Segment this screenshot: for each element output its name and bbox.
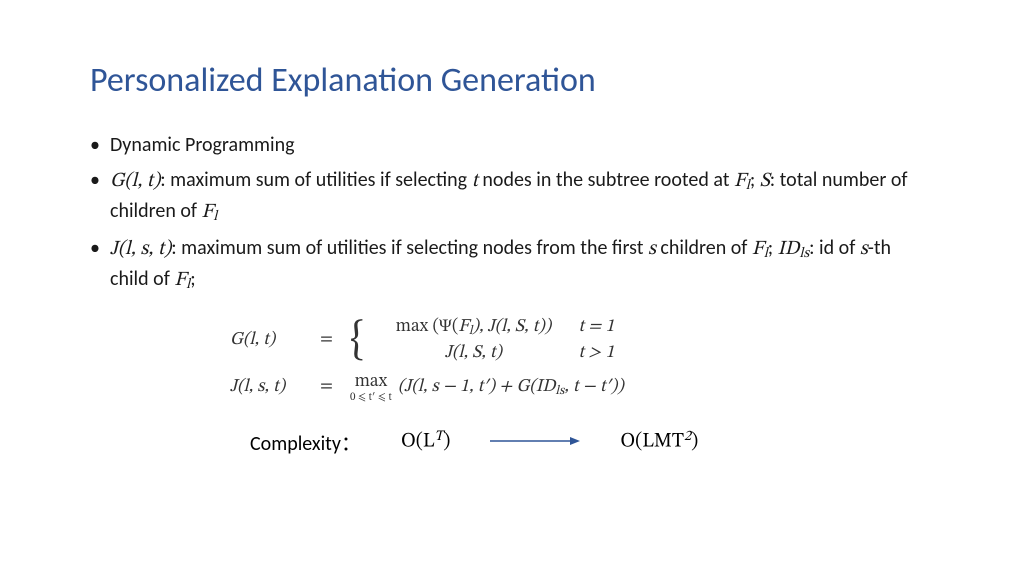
- max-top: max: [355, 373, 388, 391]
- slide-title: Personalized Explanation Generation: [90, 60, 934, 101]
- comp-lhs-sup: T: [435, 430, 444, 444]
- comp-rhs-pre: O(LMT: [620, 432, 684, 452]
- j-sep: ;: [768, 236, 778, 260]
- j-fl2: F: [174, 270, 186, 290]
- s-var: S: [760, 171, 770, 191]
- eq1-case1-cond: t = 1: [578, 316, 648, 339]
- j-s-var: s: [648, 239, 656, 259]
- j-text2: children of: [656, 236, 752, 260]
- complexity-lhs: O(LT): [401, 428, 450, 454]
- complexity-colon: ：: [341, 432, 361, 456]
- g-text1: : maximum sum of utilities if selecting: [160, 168, 471, 192]
- complexity-label: Complexity：: [250, 427, 361, 456]
- bullet-2: G(l, t): maximum sum of utilities if sel…: [90, 166, 934, 228]
- g-fl2: F: [202, 202, 214, 222]
- eq1-case2: J(l, S, t) t > 1: [368, 342, 648, 365]
- g-fl2-sub: l: [213, 210, 217, 224]
- g-sep: ;: [750, 168, 760, 192]
- comp-lhs-post: ): [443, 432, 450, 452]
- max-bot: 0 ⩽ t′ ⩽ t: [350, 392, 392, 403]
- j-text1: : maximum sum of utilities if selecting …: [171, 236, 648, 260]
- equation-1: G(l, t) = { max (Ψ(Fl), J(l, S, t)) t = …: [230, 316, 934, 365]
- eq1-equals: =: [320, 329, 350, 352]
- comp-lhs-pre: O(L: [401, 432, 435, 452]
- arrow-head: [570, 437, 580, 445]
- j-id: ID: [778, 239, 800, 259]
- arrow-icon: [490, 434, 580, 448]
- eq1-case1-expr: max (Ψ(Fl), J(l, S, t)): [368, 316, 578, 340]
- j-end: ;: [190, 267, 195, 291]
- j-id-text: : id of: [809, 236, 860, 260]
- eq1-c1-fl: F: [458, 318, 469, 336]
- bullet-list: Dynamic Programming G(l, t): maximum sum…: [90, 131, 934, 296]
- eq1-c1-mid: ), J(l, S, t)): [473, 318, 552, 336]
- equation-2: J(l, s, t) = max 0 ⩽ t′ ⩽ t (J(l, s − 1,…: [230, 373, 934, 403]
- g-fl: F: [734, 171, 746, 191]
- bullet-1: Dynamic Programming: [90, 131, 934, 160]
- comp-rhs-post: ): [691, 432, 698, 452]
- bullet-1-text: Dynamic Programming: [110, 133, 295, 157]
- g-def: G(l, t): [110, 171, 160, 191]
- j-fl: F: [752, 239, 764, 259]
- eq2-lhs: J(l, s, t): [230, 376, 320, 399]
- complexity-rhs: O(LMT2): [620, 428, 698, 454]
- comp-rhs-sup: 2: [684, 430, 691, 444]
- eq2-rhs: max 0 ⩽ t′ ⩽ t (J(l, s − 1, t′) + G(IDls…: [350, 373, 624, 403]
- eq1-cases: max (Ψ(Fl), J(l, S, t)) t = 1 J(l, S, t)…: [368, 316, 648, 365]
- j-def: J(l, s, t): [110, 239, 171, 259]
- eq1-rhs: { max (Ψ(Fl), J(l, S, t)) t = 1 J(l, S, …: [350, 316, 648, 365]
- equation-block: G(l, t) = { max (Ψ(Fl), J(l, S, t)) t = …: [230, 316, 934, 403]
- slide-root: Personalized Explanation Generation Dyna…: [0, 0, 1024, 576]
- eq2-sub: ls: [555, 385, 564, 398]
- j-s-var2: s: [860, 239, 868, 259]
- eq2-body: (J(l, s − 1, t′) + G(IDls, t − t′)): [398, 376, 624, 400]
- max-operator: max 0 ⩽ t′ ⩽ t: [350, 373, 392, 403]
- g-text2: nodes in the subtree rooted at: [478, 168, 734, 192]
- bullet-3: J(l, s, t): maximum sum of utilities if …: [90, 234, 934, 296]
- eq1-lhs: G(l, t): [230, 329, 320, 352]
- eq2-post: , t − t′)): [564, 378, 624, 396]
- eq2-equals: =: [320, 376, 350, 399]
- j-id-sub: ls: [799, 247, 809, 261]
- complexity-row: Complexity： O(LT) O(LMT2): [250, 427, 934, 456]
- eq1-c1-pre: max (Ψ(: [396, 318, 459, 336]
- eq1-case2-expr: J(l, S, t): [368, 342, 578, 365]
- eq2-pre: (J(l, s − 1, t′) + G(ID: [398, 378, 556, 396]
- complexity-label-text: Complexity: [250, 432, 341, 456]
- eq1-case1: max (Ψ(Fl), J(l, S, t)) t = 1: [368, 316, 648, 340]
- eq1-case2-cond: t > 1: [578, 342, 648, 365]
- brace-icon: {: [350, 319, 364, 363]
